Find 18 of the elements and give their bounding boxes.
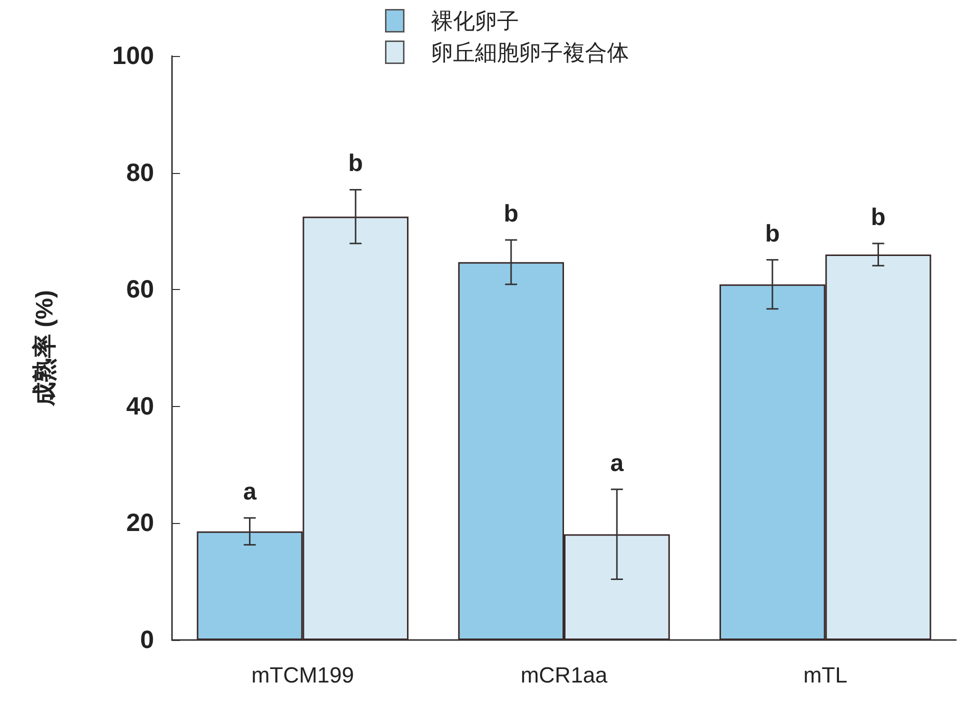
data-label: b <box>870 204 886 231</box>
y-tick-label: 20 <box>126 509 154 538</box>
y-axis-title: 成熟率 (%) <box>32 290 58 407</box>
y-tick-label: 0 <box>140 626 154 654</box>
x-tick-label: mTL <box>803 662 848 688</box>
data-label: a <box>243 478 258 506</box>
data-label: b <box>504 200 518 228</box>
y-tick-label: 60 <box>126 276 154 304</box>
legend-label: 裸化卵子 <box>430 8 519 34</box>
data-label: a <box>610 450 624 477</box>
x-tick-label: mCR1aa <box>520 662 608 688</box>
y-tick-label: 80 <box>126 158 154 187</box>
y-tick-label: 40 <box>126 392 154 420</box>
legend-label: 卵丘細胞卵子複合体 <box>430 40 629 65</box>
data-label: b <box>765 220 780 248</box>
data-label: b <box>348 150 363 178</box>
y-tick-label: 100 <box>112 42 154 70</box>
x-tick-label: mTCM199 <box>251 662 354 688</box>
